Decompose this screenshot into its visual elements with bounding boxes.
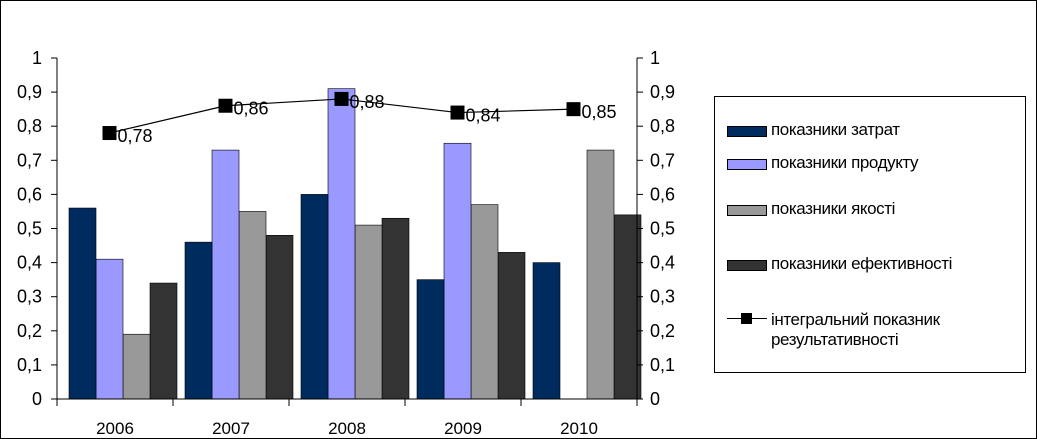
legend-item-1: показники продукту [727, 153, 1011, 173]
y-tick-label-right: 0 [650, 389, 660, 409]
x-tick-label: 2010 [560, 419, 598, 438]
bar-2007-s2 [238, 211, 267, 400]
legend-swatch-0 [727, 126, 767, 137]
y-tick-label-left: 0,4 [17, 253, 42, 273]
bar-2008-s3 [381, 217, 410, 400]
integral-indicator-marker-2007 [218, 98, 233, 113]
y-tick-label-left: 0,1 [17, 355, 42, 375]
y-tick-label-right: 0,9 [650, 82, 675, 102]
y-tick-label-left: 0,6 [17, 184, 42, 204]
bar-2008-s1 [327, 88, 356, 400]
legend-item-4: інтегральний показник результативності [727, 310, 1011, 350]
bar-2008-s0 [300, 194, 329, 400]
integral-indicator-marker-2006 [102, 126, 117, 141]
y-tick-label-right: 0,6 [650, 184, 675, 204]
bar-2006-s1 [95, 258, 124, 400]
legend-label-3: показники ефективності [771, 254, 953, 273]
bar-2009-s1 [443, 142, 472, 400]
y-tick-label-right: 0,2 [650, 321, 675, 341]
x-tick-label: 2006 [96, 419, 134, 438]
legend-item-0: показники затрат [727, 120, 1011, 140]
y-tick-label-right: 0,7 [650, 150, 675, 170]
x-tick-label: 2009 [444, 419, 482, 438]
legend-label-0: показники затрат [771, 120, 900, 139]
legend-label-1: показники продукту [771, 153, 919, 172]
y-tick-label-right: 1 [650, 48, 660, 68]
legend-label-2: показники якості [771, 199, 896, 218]
y-tick-label-left: 0,7 [17, 150, 42, 170]
y-tick-label-right: 0,1 [650, 355, 675, 375]
integral-indicator-marker-2008 [334, 91, 349, 106]
bar-2007-s1 [211, 149, 240, 400]
bar-2009-s3 [497, 252, 526, 400]
bar-2006-s2 [122, 333, 151, 400]
x-tick-label: 2008 [328, 419, 366, 438]
y-tick-label-left: 1 [32, 48, 42, 68]
bar-2006-s0 [68, 207, 97, 400]
x-tick-label: 2007 [212, 419, 250, 438]
legend-swatch-1 [727, 159, 767, 170]
y-tick-label-left: 0,3 [17, 287, 42, 307]
y-tick-label-left: 0 [32, 389, 42, 409]
integral-indicator-marker-2010 [566, 102, 581, 117]
bar-2010-s2 [586, 149, 615, 400]
data-label-2008: 0,88 [350, 92, 385, 112]
legend-swatch-2 [727, 205, 767, 216]
bar-2009-s0 [416, 279, 445, 400]
data-label-2010: 0,85 [582, 102, 617, 122]
y-tick-label-left: 0,8 [17, 116, 42, 136]
y-tick-label-left: 0,2 [17, 321, 42, 341]
y-tick-label-right: 0,3 [650, 287, 675, 307]
y-tick-label-right: 0,5 [650, 219, 675, 239]
y-tick-label-left: 0,5 [17, 219, 42, 239]
data-label-2007: 0,86 [234, 99, 269, 119]
legend-swatch-3 [727, 260, 767, 271]
y-tick-label-left: 0,9 [17, 82, 42, 102]
bar-2009-s2 [470, 204, 499, 400]
legend: показники затрат показники продукту показн… [714, 96, 1026, 373]
legend-item-2: показники якості [727, 199, 1011, 219]
legend-label-4: інтегральний показник результативності [771, 310, 940, 349]
bar-2007-s3 [265, 235, 294, 400]
y-tick-label-right: 0,8 [650, 116, 675, 136]
bar-2010-s0 [532, 262, 561, 400]
bar-2007-s0 [184, 241, 213, 400]
integral-indicator-marker-2009 [450, 105, 465, 120]
y-tick-label-right: 0,4 [650, 253, 675, 273]
bar-2006-s3 [149, 282, 178, 400]
bar-2008-s2 [354, 224, 383, 400]
legend-swatch-4 [727, 312, 767, 326]
data-label-2006: 0,78 [118, 126, 153, 146]
data-label-2009: 0,84 [466, 106, 501, 126]
legend-item-3: показники ефективності [727, 254, 1011, 274]
